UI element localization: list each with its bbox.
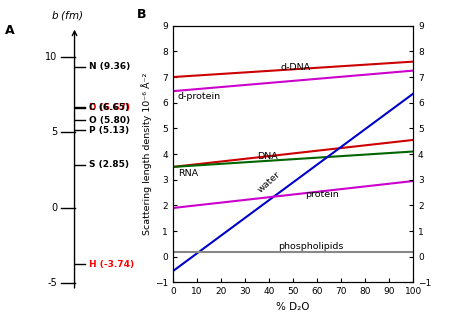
Text: water: water [256,170,282,195]
Text: d-protein: d-protein [178,92,221,101]
Text: N (9.36): N (9.36) [89,62,131,71]
Text: 5: 5 [51,127,57,137]
X-axis label: % D₂O: % D₂O [276,302,310,312]
Text: S (2.85): S (2.85) [89,160,129,169]
Text: C (6.65): C (6.65) [89,103,129,112]
Text: 0: 0 [51,203,57,213]
Text: A: A [4,24,14,37]
Text: B: B [137,8,146,21]
Text: D (6.67): D (6.67) [89,103,131,112]
Text: 10: 10 [45,52,57,62]
Text: phospholipids: phospholipids [278,241,344,250]
Text: P (5.13): P (5.13) [89,126,129,135]
Text: H (-3.74): H (-3.74) [89,260,135,269]
Text: DNA: DNA [257,152,277,161]
Text: $b$ (fm): $b$ (fm) [52,9,84,22]
Text: protein: protein [305,190,339,199]
Y-axis label: Scattering length density 10⁻⁶ Å⁻²: Scattering length density 10⁻⁶ Å⁻² [141,73,152,235]
Text: O (5.80): O (5.80) [89,116,131,125]
Text: d-DNA: d-DNA [281,63,311,72]
Text: RNA: RNA [178,169,198,178]
Text: -5: -5 [47,278,57,288]
